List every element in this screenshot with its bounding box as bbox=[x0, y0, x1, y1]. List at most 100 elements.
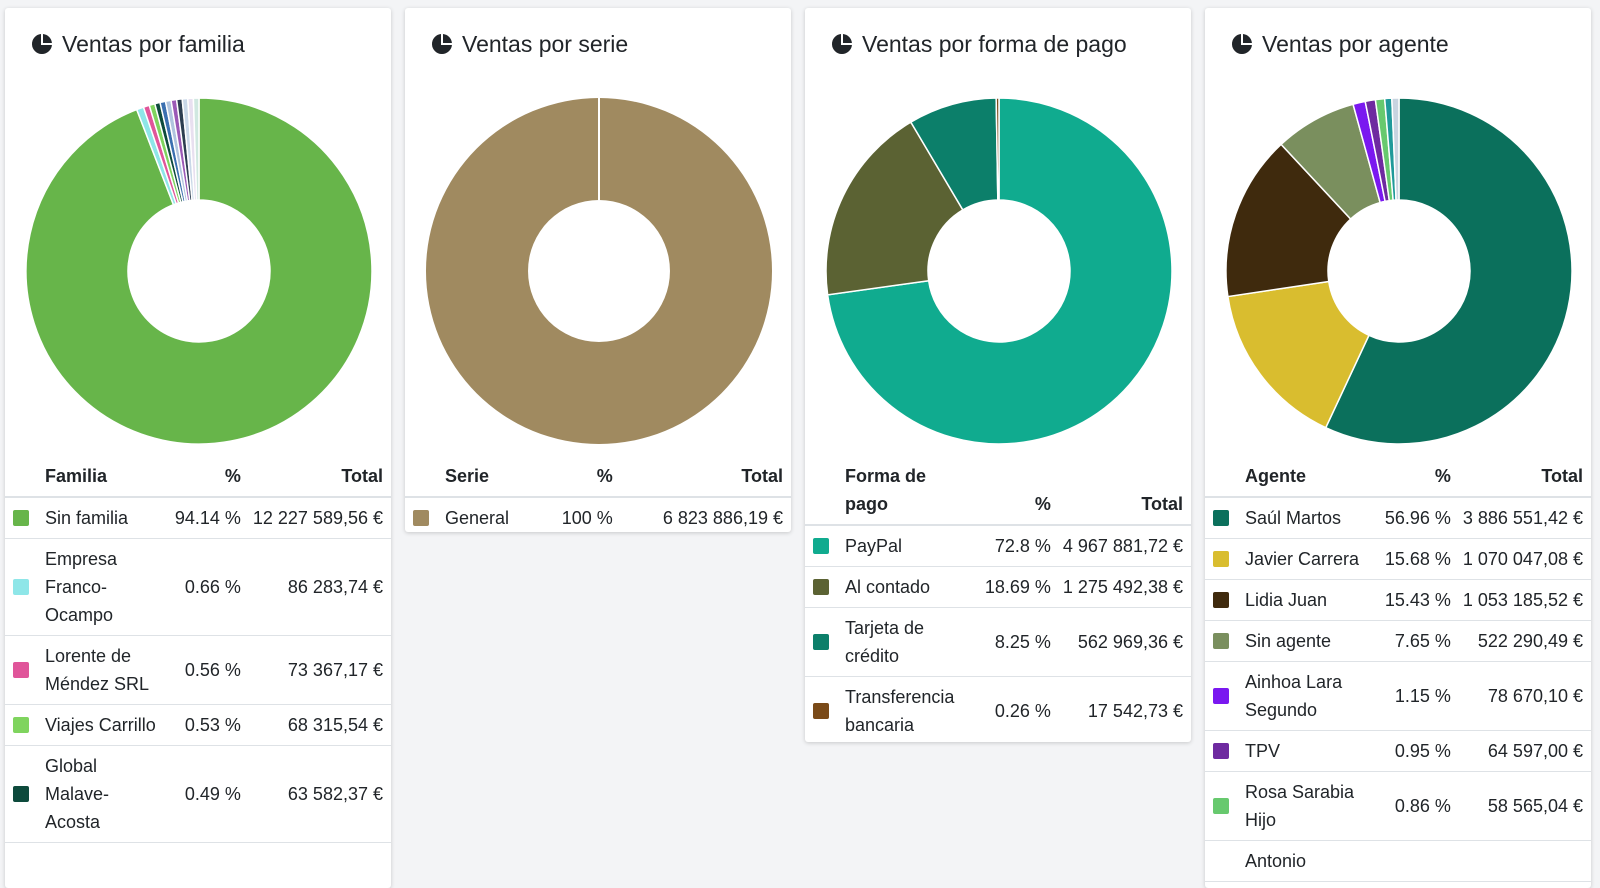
color-swatch bbox=[13, 510, 29, 526]
legend-row[interactable]: Tarjeta de crédito 8.25 % 562 969,36 € bbox=[805, 607, 1191, 677]
swatch-cell bbox=[405, 497, 435, 532]
legend-total: 12 227 589,56 € bbox=[246, 497, 391, 539]
swatch-cell bbox=[1205, 497, 1235, 539]
swatch-cell bbox=[1205, 661, 1235, 731]
legend-row[interactable]: Sin familia 94.14 % 12 227 589,56 € bbox=[5, 497, 391, 539]
legend-total: 17 542,73 € bbox=[1056, 676, 1191, 742]
name-header: Forma de pago bbox=[835, 456, 979, 526]
legend-name: Rosa Sarabia Hijo bbox=[1235, 771, 1379, 841]
legend-total: 1 053 185,52 € bbox=[1456, 579, 1591, 621]
swatch-cell bbox=[5, 497, 35, 539]
pie-chart-icon bbox=[1232, 34, 1252, 54]
color-swatch bbox=[1213, 510, 1229, 526]
legend-percent: 100 % bbox=[537, 497, 619, 532]
legend-row[interactable]: Al contado 18.69 % 1 275 492,38 € bbox=[805, 566, 1191, 608]
legend-row[interactable]: Transferencia bancaria 0.26 % 17 542,73 € bbox=[805, 676, 1191, 742]
legend-total: 562 969,36 € bbox=[1056, 607, 1191, 677]
legend-total: 522 290,49 € bbox=[1456, 620, 1591, 662]
donut-slice[interactable] bbox=[192, 97, 200, 201]
percent-header: % bbox=[1378, 456, 1457, 498]
legend-percent: 0.95 % bbox=[1378, 730, 1457, 772]
legend-row[interactable]: General 100 % 6 823 886,19 € bbox=[405, 497, 791, 532]
card-title: Ventas por familia bbox=[30, 30, 391, 58]
color-swatch bbox=[13, 717, 29, 733]
legend-percent: 1.15 % bbox=[1378, 661, 1457, 731]
donut-chart bbox=[822, 94, 1176, 448]
donut-chart bbox=[422, 94, 776, 448]
legend-name: General bbox=[435, 497, 538, 532]
donut-slice[interactable] bbox=[1227, 280, 1370, 429]
color-swatch bbox=[813, 634, 829, 650]
legend-total bbox=[1456, 840, 1591, 882]
legend-percent: 0.53 % bbox=[168, 704, 247, 746]
card-title-text: Ventas por familia bbox=[62, 30, 245, 57]
swatch-cell bbox=[1205, 771, 1235, 841]
color-swatch bbox=[1213, 551, 1229, 567]
donut-chart-svg bbox=[425, 98, 772, 445]
legend-total: 63 582,37 € bbox=[246, 745, 391, 843]
legend-row[interactable]: Lidia Juan 15.43 % 1 053 185,52 € bbox=[1205, 579, 1591, 621]
legend-total: 86 283,74 € bbox=[246, 538, 391, 636]
name-header: Familia bbox=[35, 456, 169, 498]
donut-slice[interactable] bbox=[25, 97, 373, 445]
legend-row[interactable]: TPV 0.95 % 64 597,00 € bbox=[1205, 730, 1591, 772]
legend-percent: 8.25 % bbox=[978, 607, 1057, 677]
legend-row[interactable]: Sin agente 7.65 % 522 290,49 € bbox=[1205, 620, 1591, 662]
legend-name: Lorente de Méndez SRL bbox=[35, 635, 169, 705]
donut-slice[interactable] bbox=[995, 97, 1000, 201]
donut-slice[interactable] bbox=[425, 98, 772, 445]
legend-row[interactable]: Saúl Martos 56.96 % 3 886 551,42 € bbox=[1205, 497, 1591, 539]
color-swatch bbox=[413, 510, 429, 526]
legend-name: Al contado bbox=[835, 566, 979, 608]
swatch-cell bbox=[1205, 730, 1235, 772]
swatch-cell bbox=[1205, 538, 1235, 580]
legend-name: Sin familia bbox=[35, 497, 169, 539]
legend-percent: 56.96 % bbox=[1378, 497, 1457, 539]
swatch-cell bbox=[805, 525, 835, 567]
donut-chart-svg bbox=[825, 97, 1173, 445]
legend-header-row: Forma de pago% Total bbox=[805, 456, 1191, 526]
donut-slice[interactable] bbox=[1225, 143, 1352, 298]
card-title-text: Ventas por forma de pago bbox=[862, 30, 1127, 57]
donut-slice[interactable] bbox=[826, 97, 1173, 445]
legend-row[interactable]: Empresa Franco-Ocampo 0.66 % 86 283,74 € bbox=[5, 538, 391, 636]
donut-slice[interactable] bbox=[1391, 97, 1400, 201]
legend-row[interactable]: Antonio bbox=[1205, 840, 1591, 882]
legend-name: Lidia Juan bbox=[1235, 579, 1379, 621]
donut-chart-svg bbox=[1225, 97, 1573, 445]
legend-name: Saúl Martos bbox=[1235, 497, 1379, 539]
legend-percent: 7.65 % bbox=[1378, 620, 1457, 662]
legend-name: Global Malave-Acosta bbox=[35, 745, 169, 843]
swatch-cell bbox=[805, 676, 835, 742]
card-ventas-familia: Ventas por familia Familia% Total Sin famil… bbox=[5, 8, 391, 888]
legend-percent: 0.26 % bbox=[978, 676, 1057, 742]
legend-name: PayPal bbox=[835, 525, 979, 567]
donut-slice[interactable] bbox=[825, 121, 964, 296]
legend-total: 64 597,00 € bbox=[1456, 730, 1591, 772]
legend-header-row: Agente% Total bbox=[1205, 456, 1591, 498]
legend-percent: 18.69 % bbox=[978, 566, 1057, 608]
legend-row[interactable]: Global Malave-Acosta 0.49 % 63 582,37 € bbox=[5, 745, 391, 843]
card-title: Ventas por forma de pago bbox=[830, 30, 1191, 58]
legend-total: 73 367,17 € bbox=[246, 635, 391, 705]
legend-row[interactable]: Rosa Sarabia Hijo 0.86 % 58 565,04 € bbox=[1205, 771, 1591, 841]
legend-row[interactable]: Lorente de Méndez SRL 0.56 % 73 367,17 € bbox=[5, 635, 391, 705]
card-ventas-forma-pago: Ventas por forma de pago Forma de pago% To… bbox=[805, 8, 1191, 742]
legend-header-row: Serie% Total bbox=[405, 456, 791, 498]
swatch-cell bbox=[805, 607, 835, 677]
legend-total: 6 823 886,19 € bbox=[618, 497, 791, 532]
color-swatch bbox=[13, 786, 29, 802]
color-swatch bbox=[1213, 743, 1229, 759]
card-title-text: Ventas por agente bbox=[1262, 30, 1449, 57]
legend-row[interactable]: Viajes Carrillo 0.53 % 68 315,54 € bbox=[5, 704, 391, 746]
legend-percent: 0.86 % bbox=[1378, 771, 1457, 841]
legend-row[interactable]: PayPal 72.8 % 4 967 881,72 € bbox=[805, 525, 1191, 567]
donut-slice[interactable] bbox=[1324, 97, 1573, 445]
swatch-cell bbox=[805, 566, 835, 608]
swatch-cell bbox=[1205, 840, 1235, 882]
legend-row[interactable]: Javier Carrera 15.68 % 1 070 047,08 € bbox=[1205, 538, 1591, 580]
legend-row[interactable]: Ainhoa Lara Segundo 1.15 % 78 670,10 € bbox=[1205, 661, 1591, 731]
legend-percent: 0.56 % bbox=[168, 635, 247, 705]
card-ventas-agente: Ventas por agente Agente% Total Saúl Martos… bbox=[1205, 8, 1591, 888]
color-swatch bbox=[1213, 798, 1229, 814]
